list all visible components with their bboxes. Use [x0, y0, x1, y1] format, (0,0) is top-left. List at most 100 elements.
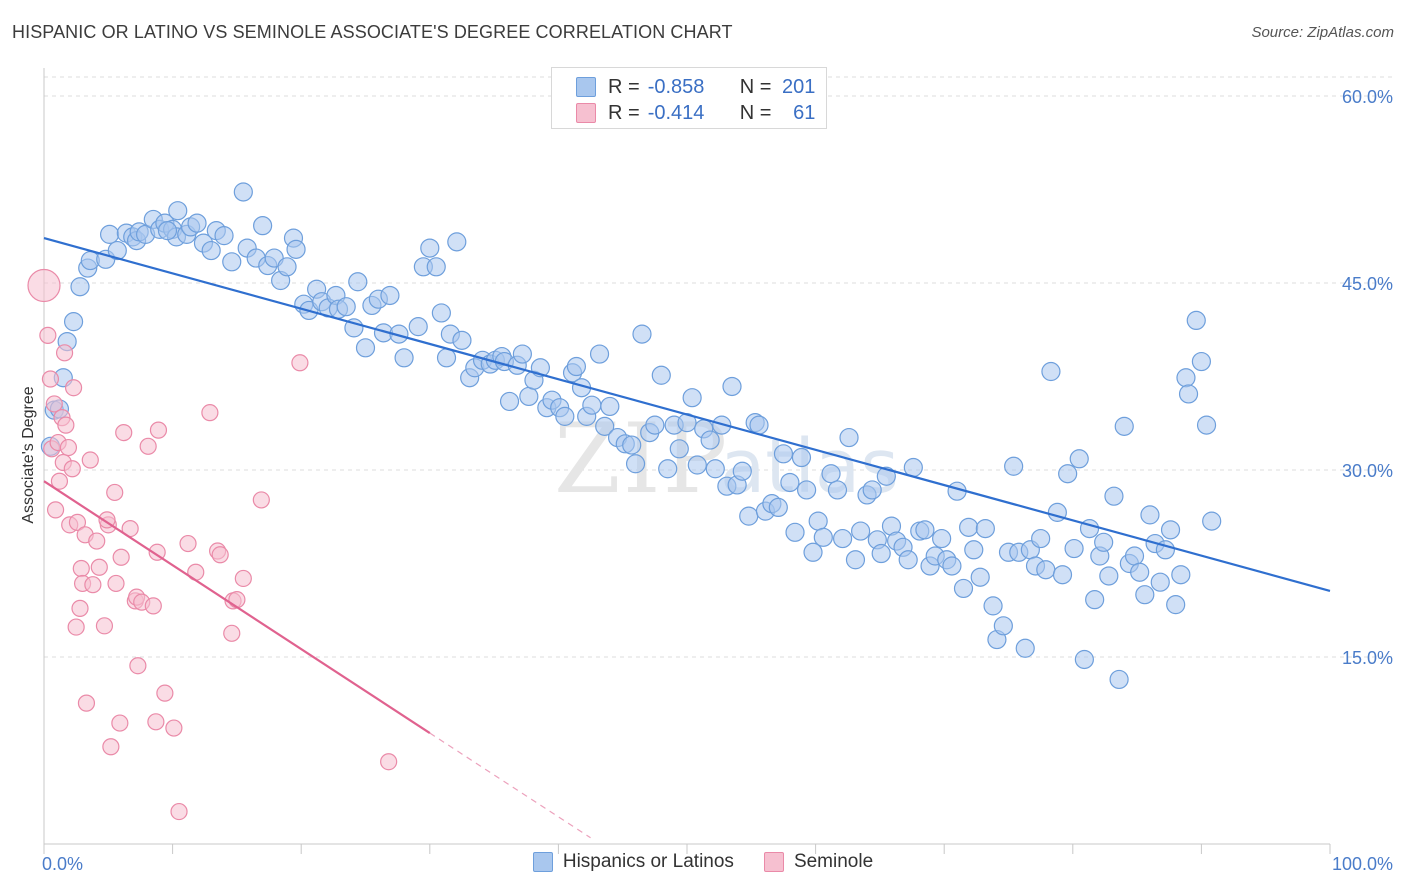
legend-n-value: 201	[782, 75, 816, 98]
point-seminole	[68, 513, 87, 531]
point-hispanics	[833, 528, 853, 549]
x-tick-label: 100.0%	[1332, 854, 1393, 874]
point-hispanics	[682, 388, 702, 408]
point-hispanics	[63, 312, 84, 332]
point-hispanics	[1176, 368, 1196, 388]
point-hispanics	[1196, 415, 1217, 435]
point-seminole	[55, 344, 74, 362]
point-hispanics	[1015, 638, 1035, 658]
point-seminole	[111, 714, 129, 732]
point-hispanics	[99, 224, 120, 244]
point-seminole	[144, 597, 162, 615]
point-hispanics	[651, 365, 671, 385]
point-hispanics	[107, 240, 127, 261]
legend-n-label: N =	[739, 75, 772, 98]
legend-item-hispanics: Hispanics or Latinos	[532, 851, 734, 873]
point-seminole	[67, 618, 85, 636]
point-hispanics	[1085, 590, 1105, 610]
point-hispanics	[1135, 585, 1155, 605]
point-hispanics	[348, 272, 368, 292]
point-hispanics	[1191, 351, 1212, 372]
point-hispanics	[1202, 511, 1222, 531]
point-hispanics	[876, 466, 896, 486]
point-seminole	[45, 395, 63, 413]
point-seminole	[84, 576, 102, 594]
point-seminole	[129, 657, 147, 675]
legend-item-seminole: Seminole	[763, 851, 873, 873]
point-hispanics	[687, 455, 707, 475]
point-hispanics	[851, 521, 871, 541]
point-hispanics	[336, 297, 356, 317]
axes	[43, 68, 1331, 854]
legend-label-hispanics: Hispanics or Latinos	[562, 851, 734, 872]
point-seminole	[107, 574, 125, 593]
point-hispanics	[970, 567, 990, 587]
point-seminole	[27, 268, 61, 303]
point-seminole	[165, 719, 183, 737]
point-seminole	[71, 599, 89, 617]
legend-row-hispanics: R = -0.858 N = 201	[576, 74, 815, 100]
legend-swatch-blue	[532, 852, 553, 872]
point-seminole	[115, 424, 133, 442]
correlation-legend: R = -0.858 N = 201 R = -0.414 N = 61	[551, 67, 827, 129]
point-hispanics	[566, 356, 587, 377]
point-seminole	[112, 548, 130, 566]
point-hispanics	[452, 330, 472, 350]
point-seminole	[90, 558, 108, 576]
point-seminole	[201, 404, 219, 422]
point-hispanics	[1058, 464, 1078, 484]
point-hispanics	[1099, 566, 1119, 586]
point-seminole	[64, 379, 83, 397]
point-hispanics	[277, 257, 297, 277]
point-hispanics	[589, 344, 610, 364]
trendline-seminole	[43, 480, 431, 734]
point-seminole	[72, 559, 90, 578]
point-hispanics	[845, 550, 866, 570]
point-seminole	[223, 624, 241, 642]
point-hispanics	[420, 238, 440, 258]
point-hispanics	[1186, 310, 1206, 330]
point-hispanics	[983, 596, 1003, 616]
point-hispanics	[582, 395, 602, 415]
point-hispanics	[1064, 538, 1084, 559]
point-seminole	[291, 354, 309, 372]
point-hispanics	[1069, 449, 1089, 469]
point-hispanics	[70, 277, 90, 297]
point-hispanics	[959, 517, 979, 537]
point-hispanics	[773, 444, 794, 464]
point-hispanics	[1031, 528, 1051, 549]
point-hispanics	[1109, 669, 1129, 690]
point-hispanics	[791, 447, 812, 468]
trend-lines	[43, 237, 1331, 839]
point-seminole	[95, 617, 114, 635]
point-seminole	[39, 326, 57, 344]
point-hispanics	[796, 480, 817, 500]
point-hispanics	[600, 396, 620, 417]
point-seminole	[57, 416, 75, 434]
point-hispanics	[898, 550, 918, 570]
point-seminole	[179, 534, 197, 553]
point-seminole	[234, 569, 252, 588]
point-hispanics	[426, 257, 446, 277]
point-hispanics	[1150, 572, 1170, 592]
point-hispanics	[512, 344, 532, 364]
point-seminole	[252, 491, 270, 509]
legend-row-seminole: R = -0.414 N = 61	[576, 100, 815, 126]
point-hispanics	[233, 182, 253, 202]
point-seminole	[170, 802, 188, 821]
point-hispanics	[705, 459, 725, 479]
point-seminole	[41, 370, 60, 388]
point-hispanics	[803, 542, 823, 562]
point-hispanics	[1052, 565, 1073, 585]
point-seminole	[88, 532, 106, 550]
point-hispanics	[993, 616, 1013, 636]
point-hispanics	[253, 216, 273, 236]
point-hispanics	[595, 416, 615, 436]
point-seminole	[59, 438, 78, 457]
point-hispanics	[222, 252, 242, 272]
y-tick-label: 45.0%	[1342, 274, 1393, 294]
point-hispanics	[1166, 595, 1186, 615]
point-hispanics	[871, 543, 891, 564]
series-hispanics-points	[40, 182, 1222, 690]
